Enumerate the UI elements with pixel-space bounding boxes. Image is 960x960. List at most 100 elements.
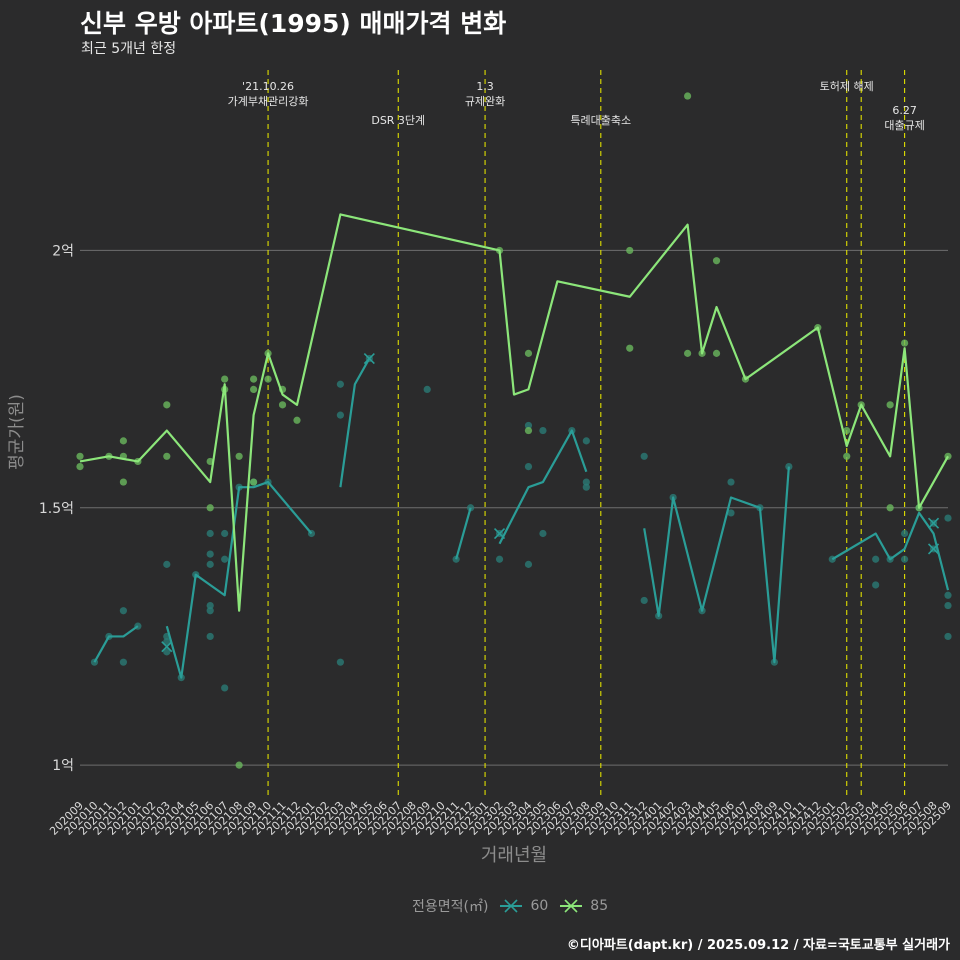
- data-point-85: [886, 401, 894, 409]
- event-label-line: 대출규제: [884, 119, 924, 132]
- data-point-85: [250, 385, 258, 393]
- series-line-60: [165, 480, 313, 679]
- data-point-85: [119, 437, 127, 445]
- data-point-60: [539, 529, 547, 538]
- data-point-60: [206, 632, 214, 641]
- data-point-60: [524, 421, 533, 430]
- scatter-points: [76, 92, 952, 769]
- data-point-60: [944, 591, 952, 599]
- data-point-60: [640, 596, 648, 605]
- data-point-60: [901, 555, 909, 563]
- cross-marker-60: [363, 352, 375, 365]
- data-point-60: [582, 437, 590, 445]
- data-point-60: [524, 463, 533, 471]
- data-point-85: [278, 401, 287, 409]
- series-line-60: [455, 507, 472, 560]
- cross-marker-60: [927, 517, 940, 529]
- data-point-60: [163, 637, 171, 646]
- data-point-60: [221, 555, 229, 563]
- x-axis-title: 거래년월: [481, 845, 547, 866]
- event-label-line: DSR 3단계: [371, 114, 425, 127]
- cross-marker-60: [161, 641, 173, 653]
- event-label: 1.3 규제완화: [465, 80, 505, 108]
- data-point-85: [163, 401, 171, 409]
- legend-key-85: [560, 899, 583, 913]
- series-line-85: [79, 213, 949, 612]
- series-line-60: [831, 511, 950, 591]
- series-line-60: [498, 429, 588, 545]
- event-label-line: 6.27: [892, 104, 917, 117]
- data-point-85: [235, 452, 243, 460]
- data-point-85: [76, 452, 84, 460]
- data-point-60: [206, 607, 214, 615]
- data-point-85: [901, 339, 909, 347]
- x-axis: 2020092020102020112020122021012021022021…: [47, 799, 954, 838]
- cross-marker-60: [493, 527, 506, 540]
- y-tick-label: 1.5억: [39, 501, 74, 517]
- legend-label-85: 85: [590, 898, 609, 914]
- legend-item-60: 60: [498, 896, 548, 916]
- chart-subtitle: 최근 5개년 한정: [81, 41, 177, 57]
- event-label-line: 가계부채관리강화: [228, 95, 309, 108]
- data-point-60: [206, 560, 214, 568]
- grid-lines: [80, 249, 948, 766]
- data-point-60: [539, 426, 547, 435]
- data-point-85: [684, 92, 692, 100]
- event-label: 토허제 해제: [820, 79, 874, 93]
- data-point-60: [582, 483, 590, 491]
- event-label-line: 특례대출축소: [570, 114, 631, 127]
- data-point-85: [235, 761, 243, 769]
- source-caption: ©디아파트(dapt.kr) / 2025.09.12 / 자료=국토교통부 실…: [566, 938, 950, 953]
- data-point-85: [684, 349, 692, 357]
- data-point-60: [423, 385, 431, 393]
- data-point-85: [264, 375, 272, 383]
- data-point-60: [206, 601, 214, 610]
- data-point-85: [76, 463, 84, 471]
- data-point-85: [524, 349, 533, 357]
- data-point-60: [727, 509, 735, 517]
- data-point-60: [872, 555, 880, 563]
- data-point-60: [785, 463, 793, 471]
- data-point-85: [626, 246, 634, 255]
- event-label: 6.27 대출규제: [884, 104, 924, 132]
- data-point-60: [221, 529, 229, 538]
- data-point-85: [163, 452, 171, 460]
- series-lines: [79, 213, 950, 679]
- legend-item-85: 85: [558, 896, 608, 916]
- data-point-85: [221, 375, 229, 383]
- data-point-60: [944, 514, 952, 522]
- data-point-60: [640, 452, 648, 460]
- legend-label-60: 60: [530, 898, 549, 914]
- data-point-60: [582, 478, 590, 486]
- data-point-85: [250, 478, 258, 486]
- legend: 전용면적(㎡) 60 85: [412, 896, 608, 916]
- chart-title: 신부 우방 아파트(1995) 매매가격 변화: [80, 9, 507, 38]
- data-point-60: [206, 529, 214, 538]
- data-point-60: [524, 560, 533, 568]
- data-point-60: [336, 411, 344, 419]
- data-point-60: [336, 380, 344, 388]
- event-label-line: 토허제 해제: [820, 79, 874, 93]
- data-point-60: [495, 555, 504, 563]
- data-point-85: [886, 504, 894, 512]
- data-point-60: [944, 601, 952, 610]
- event-label: '21.10.26 가계부채관리강화: [228, 80, 309, 108]
- data-point-85: [843, 452, 851, 460]
- data-point-60: [163, 560, 171, 568]
- data-point-60: [727, 478, 735, 486]
- data-point-85: [712, 257, 721, 265]
- data-point-60: [872, 581, 880, 589]
- data-point-85: [293, 416, 301, 424]
- event-label: DSR 3단계: [371, 114, 425, 127]
- y-axis: 1억 1.5억 2억: [39, 243, 74, 774]
- legend-title: 전용면적(㎡): [412, 899, 489, 915]
- event-label-line: 1.3: [476, 80, 494, 93]
- series-line-60: [93, 625, 139, 663]
- data-point-85: [206, 504, 214, 512]
- data-point-60: [163, 648, 171, 656]
- data-point-60: [336, 658, 344, 666]
- series-line-60: [643, 466, 790, 664]
- y-tick-label: 1억: [52, 758, 74, 774]
